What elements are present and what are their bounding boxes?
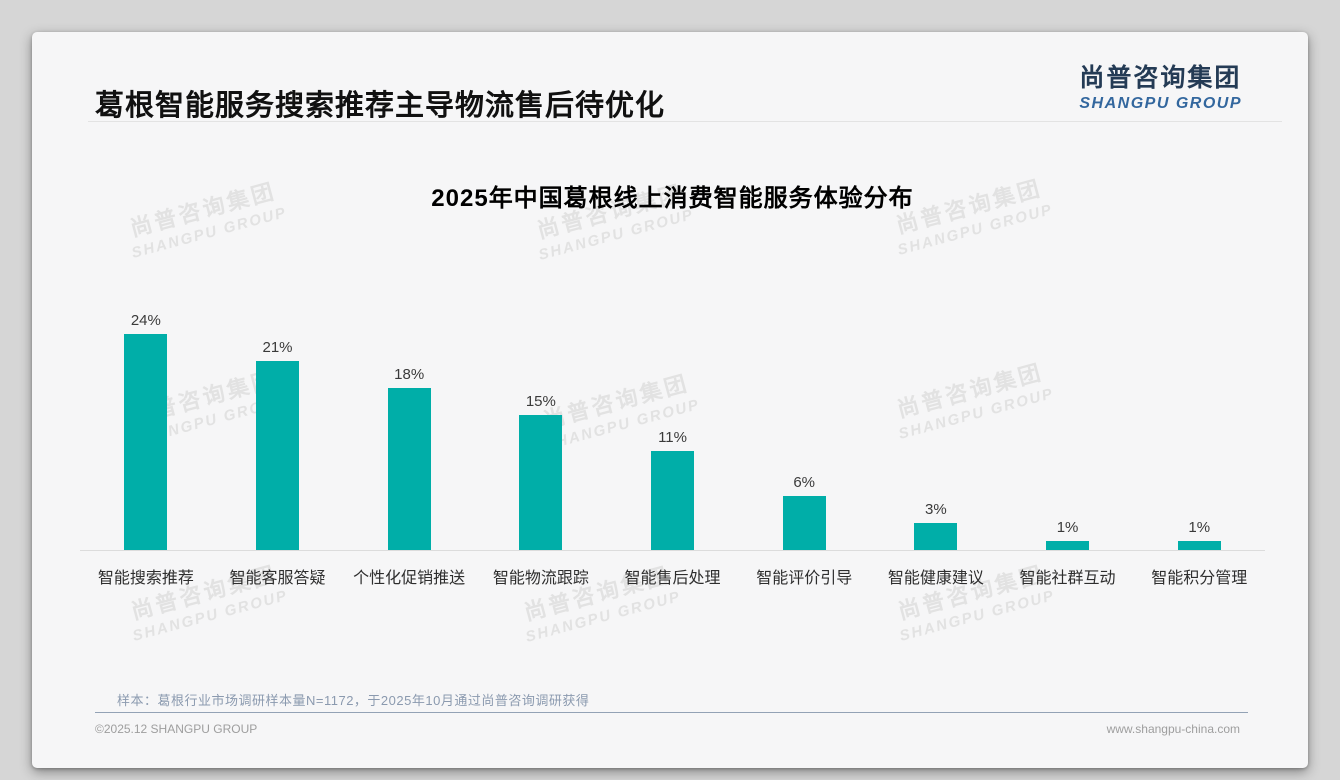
category-label: 智能积分管理 bbox=[1151, 570, 1248, 587]
category-label: 个性化促销推送 bbox=[353, 570, 466, 587]
bar bbox=[519, 415, 563, 550]
footer: ©2025.12 SHANGPU GROUP www.shangpu-china… bbox=[95, 722, 1240, 736]
page-title: 葛根智能服务搜索推荐主导物流售后待优化 bbox=[95, 90, 666, 122]
bar bbox=[782, 496, 826, 550]
bar bbox=[124, 334, 168, 550]
company-logo: 尚普咨询集团 SHANGPU GROUP bbox=[1079, 58, 1242, 113]
bar-column: 6% bbox=[738, 474, 870, 550]
bar-value-label: 1% bbox=[1056, 519, 1079, 536]
bar-value-label: 18% bbox=[394, 366, 425, 383]
bar-value-label: 24% bbox=[130, 312, 161, 329]
bar-column: 11% bbox=[607, 429, 739, 550]
bar-column: 3% bbox=[870, 501, 1002, 550]
bar-value-label: 11% bbox=[658, 429, 687, 446]
category-label: 智能物流跟踪 bbox=[492, 570, 589, 587]
website-url: www.shangpu-china.com bbox=[1106, 722, 1240, 736]
bar bbox=[651, 451, 695, 550]
copyright-text: ©2025.12 SHANGPU GROUP bbox=[95, 722, 258, 736]
bar-value-label: 1% bbox=[1188, 519, 1211, 536]
bar bbox=[256, 361, 299, 550]
sample-note: 样本：葛根行业市场调研样本量N=1172，于2025年10月通过尚普咨询调研获得 bbox=[117, 693, 590, 708]
footer-divider bbox=[95, 712, 1248, 713]
bar bbox=[914, 523, 958, 550]
category-axis: 智能搜索推荐 智能客服答疑 个性化促销推送 智能物流跟踪 智能售后处理 智能评价引导 智能健… bbox=[80, 564, 1265, 588]
bar-value-label: 15% bbox=[525, 393, 556, 410]
bar-value-label: 6% bbox=[793, 474, 816, 491]
title-divider bbox=[88, 121, 1282, 122]
logo-chinese-text: 尚普咨询集团 bbox=[1079, 64, 1242, 92]
bar-column: 24% bbox=[80, 312, 212, 550]
bar-column: 1% bbox=[1133, 519, 1265, 550]
category-label: 智能售后处理 bbox=[624, 570, 721, 587]
bar-column: 15% bbox=[475, 393, 607, 550]
logo-english-text: SHANGPU GROUP bbox=[1079, 95, 1242, 112]
bar bbox=[387, 388, 431, 550]
bar-value-label: 21% bbox=[262, 339, 293, 356]
chart-title: 2025年中国葛根线上消费智能服务体验分布 bbox=[431, 185, 914, 212]
bar-column: 1% bbox=[1002, 519, 1134, 550]
bar bbox=[1046, 541, 1090, 550]
bar-column: 18% bbox=[343, 366, 475, 550]
category-label: 智能健康建议 bbox=[887, 570, 984, 587]
bar-chart: 24% 21% 18% 15% 11% 6% 3% 1% 1% bbox=[80, 291, 1265, 551]
report-slide: 尚普咨询集团 SHANGPU GROUP 尚普咨询集团 SHANGPU GROUP 尚普… bbox=[32, 32, 1308, 768]
bar bbox=[1177, 541, 1221, 550]
category-label: 智能搜索推荐 bbox=[97, 570, 194, 587]
category-label: 智能社群互动 bbox=[1019, 570, 1116, 587]
category-label: 智能客服答疑 bbox=[229, 570, 326, 587]
bar-column: 21% bbox=[212, 339, 344, 550]
bar-value-label: 3% bbox=[925, 501, 947, 518]
category-label: 智能评价引导 bbox=[756, 570, 853, 587]
